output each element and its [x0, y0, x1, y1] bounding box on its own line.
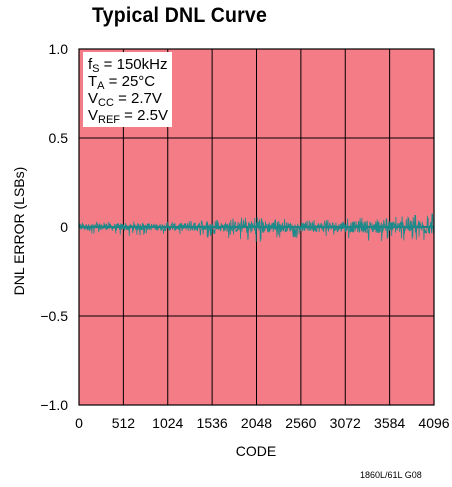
condition-reference-voltage: VREF = 2.5V: [88, 107, 168, 126]
chart-title: Typical DNL Curve: [92, 4, 268, 27]
x-tick-label: 1024: [152, 415, 183, 431]
y-tick-label: −0.5: [40, 308, 68, 324]
test-conditions-box: fS = 150kHz TA = 25°C VCC = 2.7V VREF = …: [83, 52, 172, 127]
plot-frame: [78, 48, 435, 406]
x-tick-label: 2048: [241, 415, 272, 431]
y-axis-label: DNL ERROR (LSBs): [11, 166, 27, 296]
x-tick-label: 0: [75, 415, 83, 431]
x-tick-label: 512: [112, 415, 136, 431]
condition-temperature: TA = 25°C: [88, 73, 156, 92]
condition-sample-rate: fS = 150kHz: [88, 56, 168, 75]
y-tick-label: 1.0: [49, 41, 69, 57]
x-tick-label: 4096: [418, 415, 449, 431]
figure-code: 1860L/61L G08: [360, 470, 422, 480]
x-axis-label: CODE: [235, 443, 277, 459]
y-tick-label: 0.5: [49, 130, 69, 146]
x-tick-label: 2560: [285, 415, 316, 431]
x-tick-label: 1536: [197, 415, 228, 431]
dnl-trace: [78, 213, 435, 243]
y-tick-label: −1.0: [40, 397, 68, 413]
condition-supply-voltage: VCC = 2.7V: [88, 90, 162, 109]
x-tick-label: 3072: [330, 415, 361, 431]
y-tick-label: 0: [60, 219, 68, 235]
tick-labels: 0 512 1024 1536 2048 2560 3072 3584 40961.00.50−…: [40, 41, 449, 431]
x-tick-label: 3584: [374, 415, 405, 431]
